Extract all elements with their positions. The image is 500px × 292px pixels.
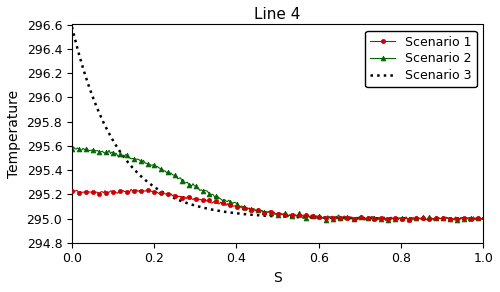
Scenario 1 <box>314 215 320 219</box>
Scenario 2 <box>322 215 328 218</box>
Scenario 1 <box>69 189 75 193</box>
Line: Scenario 2: Scenario 2 <box>70 144 486 224</box>
Scenario 1 <box>480 216 486 220</box>
Scenario 2 <box>315 215 321 218</box>
Scenario 2 <box>480 217 486 220</box>
X-axis label: S: S <box>273 271 282 285</box>
Scenario 1 <box>315 215 321 218</box>
Legend: Scenario 1, Scenario 2, Scenario 3: Scenario 1, Scenario 2, Scenario 3 <box>366 31 477 87</box>
Scenario 3 <box>442 217 448 220</box>
Scenario 3 <box>416 217 422 220</box>
Scenario 2 <box>314 214 320 218</box>
Scenario 2 <box>443 217 449 220</box>
Scenario 1 <box>442 219 448 222</box>
Scenario 3 <box>69 25 75 29</box>
Scenario 2 <box>417 217 423 220</box>
Line: Scenario 1: Scenario 1 <box>70 187 485 223</box>
Scenario 2 <box>69 148 75 151</box>
Y-axis label: Temperature: Temperature <box>7 90 21 178</box>
Scenario 2 <box>466 220 472 223</box>
Scenario 3 <box>312 216 318 219</box>
Scenario 2 <box>72 147 78 150</box>
Scenario 3 <box>320 216 326 220</box>
Scenario 2 <box>70 145 76 148</box>
Scenario 3 <box>314 216 320 219</box>
Scenario 1 <box>322 215 328 218</box>
Title: Line 4: Line 4 <box>254 7 300 22</box>
Scenario 3 <box>70 31 76 34</box>
Scenario 1 <box>70 190 76 194</box>
Scenario 1 <box>444 216 450 220</box>
Line: Scenario 3: Scenario 3 <box>72 27 483 218</box>
Scenario 1 <box>128 187 134 191</box>
Scenario 1 <box>417 217 423 220</box>
Scenario 3 <box>480 217 486 220</box>
